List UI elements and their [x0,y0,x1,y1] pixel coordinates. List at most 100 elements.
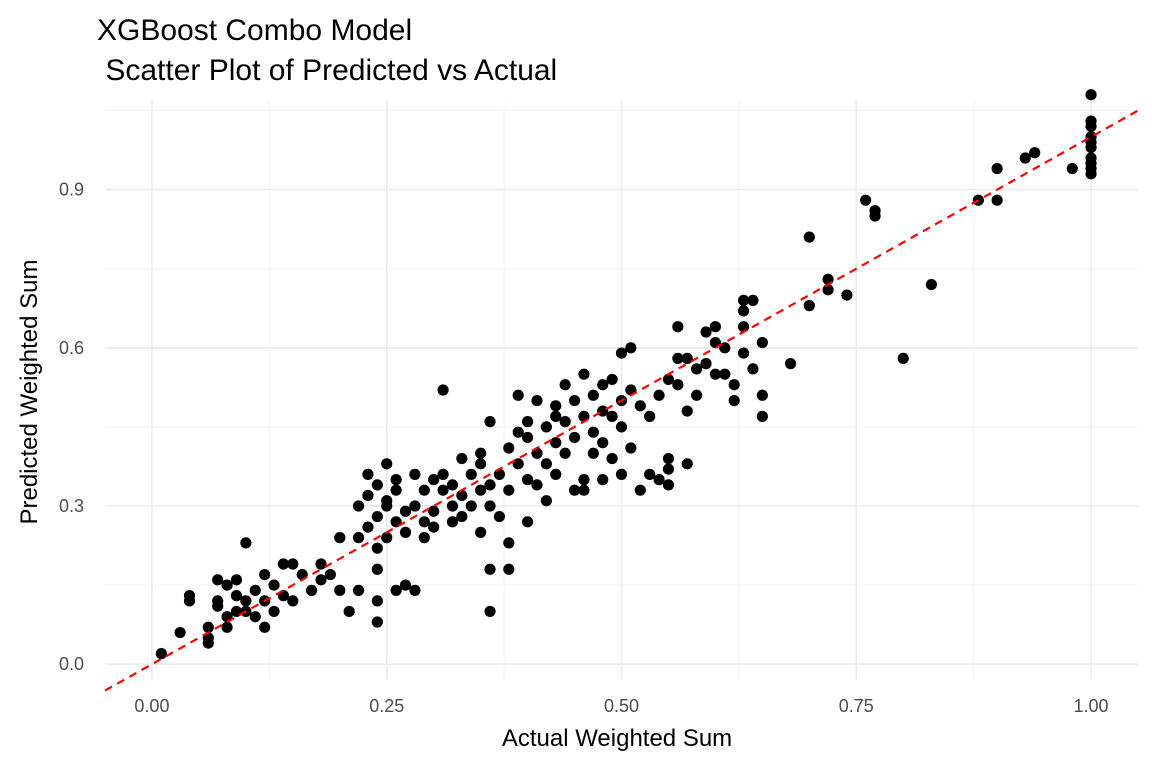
y-tick-label: 0.0 [59,654,84,674]
data-point [475,526,487,538]
chart-subtitle: Scatter Plot of Predicted vs Actual [97,54,557,87]
data-point [315,574,327,586]
data-point [1085,89,1097,101]
data-point [437,468,449,480]
data-point [324,568,336,581]
data-point [202,637,214,649]
data-point [728,379,740,391]
data-point [212,574,224,586]
data-point [371,563,383,575]
data-point [662,463,675,475]
data-point [681,405,693,417]
data-point [287,595,299,607]
data-point [334,584,346,596]
data-point [550,400,562,412]
data-point [597,437,609,449]
data-point [615,468,628,480]
data-point [672,379,684,391]
data-point [409,584,421,596]
data-point [221,579,233,591]
data-point [719,368,731,380]
data-point [625,342,637,354]
data-point [737,294,750,306]
data-point [503,484,515,496]
data-point [503,537,515,549]
data-point [653,474,665,486]
data-point [446,500,459,512]
data-point [503,442,515,454]
data-point [183,590,196,602]
data-point [362,489,374,502]
data-point [249,611,261,623]
data-point [399,505,412,517]
data-point [268,605,280,618]
y-tick-label: 0.9 [59,180,84,200]
data-point [418,532,430,544]
data-point [1085,120,1097,132]
data-point [728,394,740,407]
data-point [512,458,524,470]
data-point [465,500,477,512]
data-point [484,479,496,491]
data-point [249,584,261,596]
data-point [709,321,722,333]
data-point [672,321,684,333]
data-point [409,468,421,480]
data-point [653,389,665,401]
data-point [1029,147,1041,159]
data-point [399,526,412,538]
data-point [456,489,468,502]
data-point [691,389,703,401]
data-point [230,574,243,586]
reference-line-group [104,109,1139,692]
data-point [540,458,552,470]
data-point [1019,152,1031,164]
data-point [597,405,609,417]
data-point [559,447,571,459]
data-point [709,368,722,380]
data-point [240,595,252,607]
data-point [568,431,581,444]
data-point [634,484,646,496]
data-point [371,616,383,628]
data-point [512,389,524,401]
data-point [540,421,552,433]
data-point [991,194,1003,206]
data-point [418,484,430,496]
reference-line [104,109,1139,692]
data-point [531,479,543,491]
data-point [550,410,562,422]
y-axis-ticks: 0.0 0.3 0.6 0.9 [59,180,84,675]
data-point [428,521,440,533]
x-tick-label: 0.75 [839,696,874,716]
data-point [822,284,834,296]
chart-title: XGBoost Combo Model [97,14,412,47]
data-point [155,648,167,660]
data-point [1085,141,1097,154]
data-point [662,452,675,465]
data-point [737,321,750,333]
x-axis-ticks: 0.00 0.25 0.50 0.75 1.00 [134,696,1108,716]
data-point [399,579,412,591]
data-point [841,289,853,301]
data-point [559,416,571,428]
data-point [503,563,515,575]
data-point [352,584,365,596]
x-tick-label: 0.00 [134,696,169,716]
y-tick-label: 0.3 [59,496,84,516]
data-point [737,305,750,317]
data-point [343,605,355,618]
data-point [371,542,383,554]
data-point [428,505,440,517]
data-point [437,484,449,496]
data-point [625,442,637,454]
data-point [700,326,712,338]
data-point [606,410,618,422]
data-point [747,363,759,375]
data-point [362,468,374,480]
data-point [221,621,233,633]
data-point [212,600,224,612]
data-point [521,431,534,444]
data-point [371,595,383,607]
